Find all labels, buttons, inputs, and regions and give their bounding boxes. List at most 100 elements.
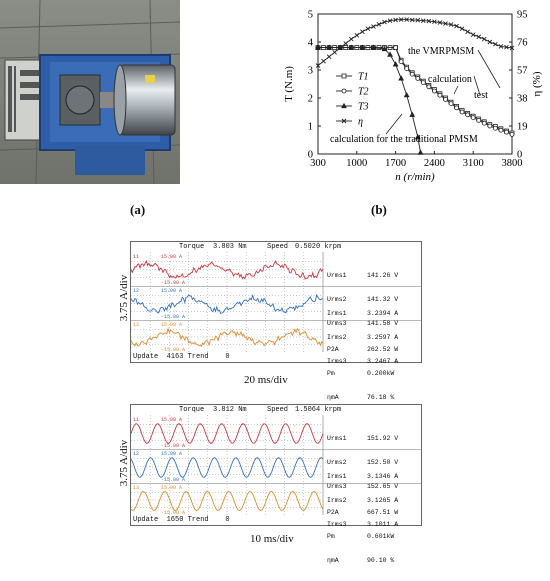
series-η — [315, 17, 515, 68]
y-left-tick-label: 4 — [308, 38, 314, 49]
data-point — [426, 18, 432, 24]
torque-efficiency-chart: 300 1000 1700 2400 3100 3800 0 1 2 3 4 5 0 19 38 57 76 95… — [278, 2, 550, 188]
data-point — [509, 45, 515, 51]
legend-entry: T3 — [358, 102, 369, 113]
readout-value: 141.32 V — [367, 296, 399, 303]
data-point — [315, 63, 321, 68]
data-point — [443, 97, 448, 102]
data-point — [417, 149, 424, 155]
data-point — [387, 51, 393, 57]
data-point — [398, 59, 404, 64]
readout-name: Pm — [327, 370, 335, 377]
series-line — [318, 47, 421, 153]
data-point — [415, 76, 421, 81]
y-left-tick-label: 1 — [308, 122, 313, 133]
data-point — [415, 17, 421, 23]
data-point — [382, 19, 387, 25]
readout-value: 3.2597 A — [367, 334, 399, 341]
readout-value: 0.200kW — [367, 370, 395, 377]
data-point — [371, 24, 376, 29]
scope1-panel: Torque 3.803 Nm Speed 0.5020 krpm 11 15.0… — [130, 241, 422, 401]
annotation-leader — [473, 75, 481, 96]
readout-name: P2A — [327, 346, 339, 353]
data-point — [404, 66, 410, 71]
data-point — [470, 115, 476, 120]
trace-scale-bottom: -15.00 A — [161, 477, 185, 483]
trace-scale-top: 15.00 A — [161, 288, 182, 294]
data-point — [431, 88, 437, 94]
readout-value: 141.58 V — [367, 320, 399, 327]
data-point — [487, 39, 493, 45]
data-point — [337, 45, 343, 51]
trace-number: 11 — [133, 254, 139, 260]
scope2-footer: Update 1650 Trend 0 — [133, 516, 230, 524]
trace-scale-bottom: -15.00 A — [161, 314, 185, 320]
scope1-xlabel: 20 ms/div — [244, 374, 288, 386]
data-point — [341, 102, 347, 109]
trace-number: 13 — [133, 322, 139, 328]
readout-value: 90.10 % — [367, 557, 395, 564]
data-point — [481, 36, 487, 42]
readout-name: Urms1 — [327, 272, 347, 279]
data-point — [404, 17, 410, 22]
data-point — [359, 44, 366, 50]
readout-name: Irms2 — [327, 334, 347, 341]
x-tick-label: 1700 — [385, 158, 406, 169]
annotation-label: calculation for the traditional PMSM — [330, 134, 478, 145]
readout-name: Urms3 — [327, 320, 347, 327]
trace-scale-bottom: -15.00 A — [161, 510, 185, 515]
x-tick-label: 3100 — [463, 158, 484, 169]
scope2-current-readouts: Irms1 3.1346 A Irms2 3.1265 A Irms3 3.1011 … — [327, 457, 398, 545]
x-axis-label: n (r/min) — [395, 171, 435, 183]
readout-name: Irms2 — [327, 497, 347, 504]
scope1-footer: Update 4163 Trend 0 — [133, 353, 230, 361]
trace-scale-top: 15.00 A — [161, 322, 182, 328]
readout-name: Pm — [327, 533, 335, 540]
y-right-tick-label: 95 — [517, 10, 528, 21]
readout-value: 262.52 W — [367, 346, 399, 353]
data-point — [459, 26, 465, 32]
readout-name: Irms3 — [327, 358, 347, 365]
data-point — [326, 44, 332, 50]
x-tick-label: 300 — [310, 158, 326, 169]
data-point — [420, 80, 426, 85]
scope1-power-readouts: P2A 262.52 W Pm 0.200kW ηmA 76.18 % — [327, 330, 398, 418]
y-left-tick-label: 5 — [308, 10, 313, 21]
data-point — [476, 118, 482, 123]
data-point — [376, 21, 382, 27]
y-right-axis-label: η (%) — [531, 71, 543, 96]
x-tick-label: 3800 — [502, 158, 523, 169]
data-point — [341, 73, 347, 79]
readout-name: P2A — [327, 509, 339, 516]
trace-number: 13 — [133, 485, 139, 491]
current-waveform — [131, 490, 324, 512]
annotation-label: the VMRPMSM — [408, 46, 474, 57]
trace-number: 11 — [133, 417, 139, 423]
trace-scale-top: 15.00 A — [161, 451, 182, 457]
trace-scale-bottom: -15.00 A — [161, 443, 185, 449]
torque-efficiency-svg: 300 1000 1700 2400 3100 380001234501938577695… — [283, 10, 543, 184]
readout-name: Irms1 — [327, 310, 347, 317]
data-point — [481, 120, 487, 126]
readout-value: 667.51 W — [367, 509, 399, 516]
scope1-speed-label: Speed — [267, 243, 289, 251]
y-right-tick-label: 0 — [517, 150, 522, 161]
data-point — [315, 44, 321, 50]
scope1-torque-label: Torque — [179, 243, 205, 251]
scope2-panel: Torque 3.812 Nm Speed 1.5064 krpm 11 15.0… — [130, 404, 422, 564]
scope2-torque: 3.812 Nm — [213, 406, 247, 414]
readout-value: 151.92 V — [367, 435, 399, 442]
data-point — [487, 123, 493, 129]
scope1-ylabel: 3.75 A/div — [118, 274, 130, 322]
readout-value: 3.1346 A — [367, 473, 399, 480]
data-point — [448, 22, 454, 27]
data-point — [348, 36, 354, 42]
readout-value: 3.1265 A — [367, 497, 399, 504]
scope1-voltage-readouts: Urms1 141.26 V Urms2 141.32 V Urms3 141.58 … — [327, 256, 398, 344]
data-point — [448, 101, 454, 106]
data-point — [370, 44, 377, 50]
scope1-speed: 0.5020 krpm — [295, 243, 342, 251]
x-tick-label: 1000 — [346, 158, 367, 169]
scope2-voltage-readouts: Urms1 151.92 V Urms2 152.50 V Urms3 152.65 … — [327, 419, 398, 507]
legend-entry: T1 — [358, 72, 369, 83]
